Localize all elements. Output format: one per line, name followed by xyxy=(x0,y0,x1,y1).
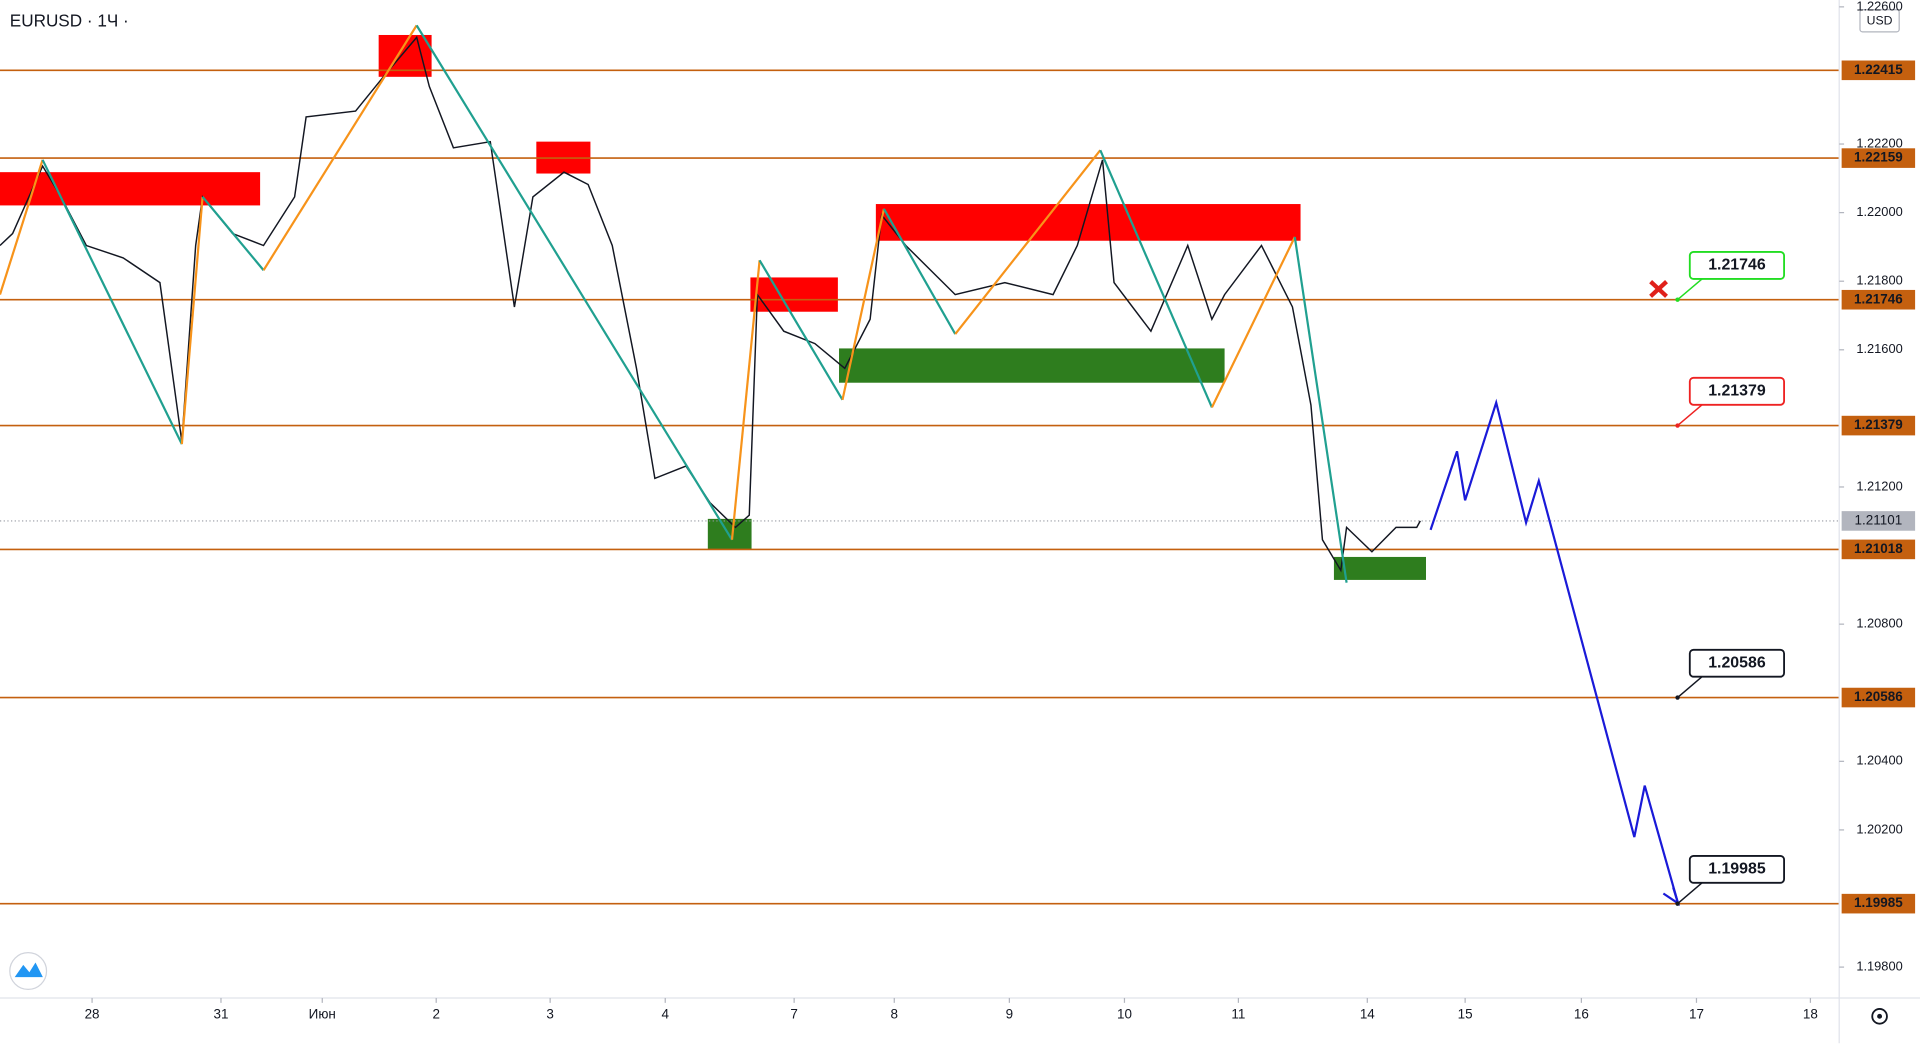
callout-pointer xyxy=(1677,278,1703,301)
y-tick-label: 1.21600 xyxy=(1856,341,1902,356)
zigzag-up xyxy=(180,196,204,445)
x-tick-label: 18 xyxy=(1803,1007,1818,1022)
y-tick-label: 1.20800 xyxy=(1856,616,1902,631)
zigzag-down xyxy=(758,259,844,401)
currency-box xyxy=(1859,9,1900,33)
level-axis-label: 1.22159 xyxy=(1854,150,1903,165)
logo xyxy=(9,952,48,991)
forecast-path xyxy=(1429,398,1680,904)
level-axis-box xyxy=(1841,289,1916,310)
callout-dot xyxy=(1675,901,1680,906)
callout-pointer xyxy=(1677,404,1703,427)
zone xyxy=(839,348,1225,383)
zigzag-up xyxy=(1210,236,1296,408)
zigzag-down xyxy=(41,159,183,445)
zigzag-down xyxy=(415,24,733,541)
callout-box xyxy=(1688,648,1785,678)
level-axis-box xyxy=(1841,415,1916,436)
level-axis-label: 1.21746 xyxy=(1854,291,1903,306)
cross-stroke xyxy=(1649,280,1668,298)
callout-label: 1.21379 xyxy=(1708,383,1766,400)
y-tick-label: 1.21200 xyxy=(1856,478,1902,493)
callout-label: 1.19985 xyxy=(1708,861,1766,878)
zigzag-down xyxy=(882,208,957,335)
y-tick-label: 1.22200 xyxy=(1856,135,1902,150)
level-axis-box xyxy=(1841,687,1916,708)
x-tick-label: 31 xyxy=(213,1007,228,1022)
zone xyxy=(750,277,838,312)
y-tick-label: 1.22600 xyxy=(1856,0,1902,13)
x-tick-label: 28 xyxy=(85,1007,100,1022)
x-tick-label: 9 xyxy=(1006,1007,1013,1022)
callout-box xyxy=(1688,854,1785,884)
y-tick-label: 1.20200 xyxy=(1856,821,1902,836)
callout-box xyxy=(1688,251,1785,280)
x-tick-label: 4 xyxy=(661,1007,669,1022)
level-axis-label: 1.22415 xyxy=(1854,62,1903,77)
x-tick-label: Июн xyxy=(309,1007,336,1022)
currency-label: USD xyxy=(1867,14,1893,28)
x-tick-label: 15 xyxy=(1458,1007,1473,1022)
level-axis-box xyxy=(1841,893,1916,914)
callout-dot xyxy=(1675,695,1680,700)
zigzag-up xyxy=(730,260,761,540)
current-price-box xyxy=(1841,511,1916,531)
x-tick-label: 14 xyxy=(1360,1007,1375,1022)
y-tick-label: 1.21800 xyxy=(1856,273,1902,288)
x-tick-label: 10 xyxy=(1117,1007,1132,1022)
x-tick-label: 2 xyxy=(432,1007,439,1022)
zone xyxy=(1333,556,1427,580)
callout-pointer xyxy=(1677,882,1703,905)
x-tick-label: 8 xyxy=(891,1007,898,1022)
chart-title: EURUSD · 1Ч · xyxy=(10,11,129,31)
level-axis-box xyxy=(1841,539,1916,560)
x-tick-label: 3 xyxy=(546,1007,553,1022)
gear[interactable] xyxy=(1871,1008,1888,1025)
current-price-label: 1.21101 xyxy=(1855,512,1903,527)
x-tick-label: 7 xyxy=(790,1007,797,1022)
x-tick-label: 11 xyxy=(1231,1007,1245,1022)
level-axis-box xyxy=(1841,148,1916,168)
y-tick-label: 1.20400 xyxy=(1856,753,1902,768)
settings-icon[interactable] xyxy=(1871,1008,1888,1025)
zigzag-down xyxy=(1099,149,1213,408)
y-tick-label: 1.19800 xyxy=(1856,958,1902,973)
callout-label: 1.20586 xyxy=(1708,654,1766,671)
callout-dot xyxy=(1675,297,1680,302)
zigzag-up xyxy=(841,208,885,401)
callout-dot xyxy=(1675,423,1680,428)
gear-center[interactable] xyxy=(1877,1013,1883,1019)
logo-mark xyxy=(14,962,43,978)
cross-marker xyxy=(1649,280,1668,298)
level-axis-label: 1.21379 xyxy=(1854,417,1903,432)
level-axis-box xyxy=(1841,60,1916,81)
y-tick-label: 1.22000 xyxy=(1856,204,1902,219)
callout-box xyxy=(1688,376,1785,406)
plot-area xyxy=(0,24,1840,906)
zigzag-up xyxy=(0,159,44,295)
x-tick-label: 17 xyxy=(1689,1007,1704,1022)
level-axis-label: 1.19985 xyxy=(1854,895,1903,910)
callout-label: 1.21746 xyxy=(1708,257,1766,274)
zigzag-up xyxy=(954,149,1102,335)
zone xyxy=(0,172,261,206)
zigzag-down xyxy=(1293,236,1348,583)
x-tick-label: 16 xyxy=(1574,1007,1589,1022)
callout-pointer xyxy=(1677,676,1703,699)
zigzag-down xyxy=(201,196,265,271)
level-axis-label: 1.20586 xyxy=(1854,689,1903,704)
zigzag-up xyxy=(262,24,418,271)
level-axis-label: 1.21018 xyxy=(1854,541,1903,556)
